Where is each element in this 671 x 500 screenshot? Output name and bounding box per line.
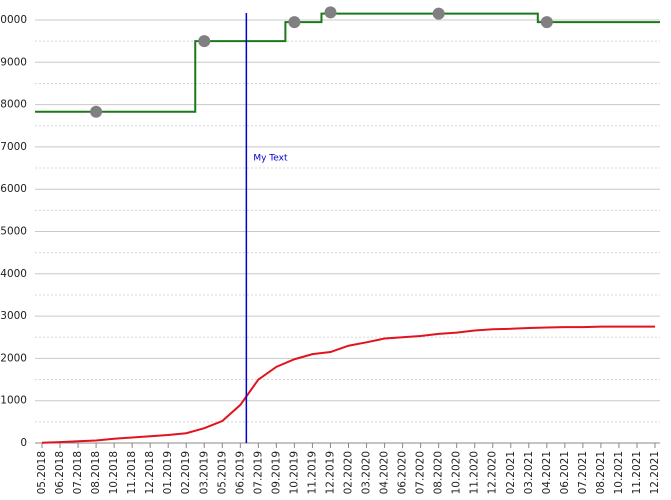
- x-tick-label: 10.2020: [451, 451, 463, 494]
- annotation-text: My Text: [253, 154, 288, 164]
- x-tick-label: 12.2021: [649, 451, 661, 494]
- x-tick-label: 08.2021: [595, 451, 607, 494]
- y-tick-label: 10000: [0, 14, 27, 26]
- x-tick-label: 04.2021: [541, 451, 553, 494]
- marker: [324, 6, 337, 19]
- y-tick-label: 4000: [0, 268, 27, 280]
- x-tick-label: 06.2021: [559, 451, 571, 494]
- marker: [90, 105, 103, 118]
- x-tick-label: 04.2020: [379, 451, 391, 494]
- y-tick-label: 7000: [0, 141, 27, 153]
- x-tick-label: 03.2020: [361, 451, 373, 494]
- x-tick-label: 12.2018: [144, 451, 156, 494]
- x-tick-label: 08.2018: [90, 451, 102, 494]
- y-tick-label: 8000: [0, 99, 27, 111]
- line: [41, 325, 655, 444]
- marker: [540, 16, 553, 29]
- x-tick-label: 05.2018: [36, 451, 48, 494]
- x-tick-label: 11.2021: [631, 451, 643, 494]
- x-tick-label: 11.2019: [306, 451, 318, 494]
- x-tick-label: 07.2019: [252, 451, 264, 494]
- x-tick-label: 07.2018: [72, 451, 84, 494]
- y-tick-label: 2000: [0, 352, 27, 364]
- x-tick-label: 06.2020: [397, 451, 409, 494]
- y-tick-label: 9000: [0, 56, 27, 68]
- x-tick-label: 02.2021: [505, 451, 517, 494]
- x-tick-label: 01.2019: [162, 451, 174, 494]
- x-tick-label: 10.2021: [613, 451, 625, 494]
- x-tick-label: 03.2021: [523, 451, 535, 494]
- x-tick-label: 07.2020: [415, 451, 427, 494]
- x-tick-label: 11.2018: [126, 451, 138, 494]
- x-tick-label: 02.2019: [180, 451, 192, 494]
- x-tick-label: 09.2019: [270, 451, 282, 494]
- x-tick-label: 11.2020: [469, 451, 481, 494]
- y-tick-label: 1000: [0, 395, 27, 407]
- marker: [288, 16, 301, 29]
- x-tick-label: 03.2019: [198, 451, 210, 494]
- marker: [198, 35, 211, 48]
- x-tick-label: 06.2019: [234, 451, 246, 494]
- x-tick-label: 05.2019: [216, 451, 228, 494]
- x-tick-label: 12.2019: [324, 451, 336, 494]
- x-tick-label: 12.2020: [487, 451, 499, 494]
- x-tick-label: 06.2018: [54, 451, 66, 494]
- marker: [432, 7, 445, 20]
- y-tick-label: 6000: [0, 183, 27, 195]
- x-tick-label: 08.2020: [433, 451, 445, 494]
- x-tick-label: 10.2018: [108, 451, 120, 494]
- x-tick-label: 02.2020: [343, 451, 355, 494]
- x-tick-label: 07.2021: [577, 451, 589, 494]
- y-tick-label: 3000: [0, 310, 27, 322]
- y-tick-label: 5000: [0, 226, 27, 238]
- step-line: [35, 12, 660, 113]
- y-tick-label: 0: [20, 437, 27, 449]
- x-tick-label: 10.2019: [288, 451, 300, 494]
